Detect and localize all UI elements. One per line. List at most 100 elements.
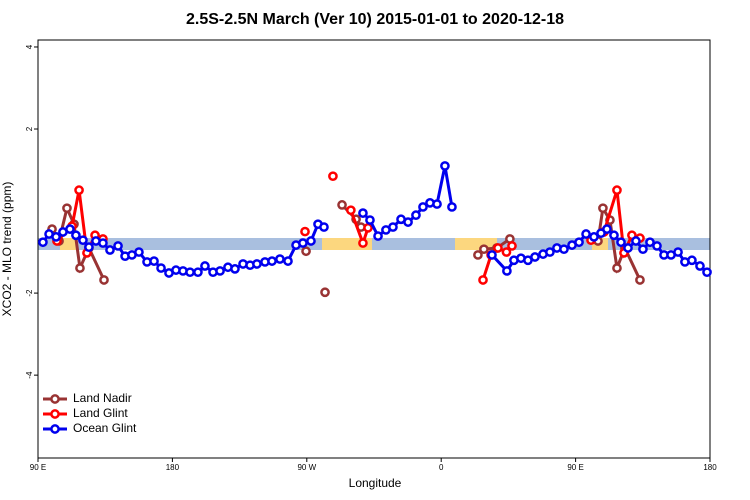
data-point xyxy=(581,229,591,239)
data-point xyxy=(411,210,421,221)
data-point xyxy=(652,241,662,251)
data-point xyxy=(609,230,619,241)
data-point xyxy=(200,261,210,271)
data-point xyxy=(298,238,308,248)
data-point xyxy=(545,247,555,257)
y-tick-label: -4 xyxy=(25,371,34,379)
data-point xyxy=(358,238,368,248)
data-point xyxy=(589,232,599,242)
data-point xyxy=(252,259,262,269)
data-point xyxy=(306,236,316,246)
legend-label: Land Nadir xyxy=(73,391,132,405)
data-point xyxy=(51,232,61,242)
y-axis-label: XCO2 - MLO trend (ppm) xyxy=(0,182,14,317)
data-point xyxy=(507,241,517,251)
data-point xyxy=(502,266,512,276)
data-point xyxy=(98,238,108,248)
legend-marker xyxy=(50,424,60,434)
data-point xyxy=(598,203,608,214)
x-axis-label: Longitude xyxy=(349,476,402,490)
data-point xyxy=(645,237,655,248)
data-point xyxy=(559,244,569,255)
data-point xyxy=(99,275,109,285)
data-point xyxy=(365,215,375,225)
data-point xyxy=(487,250,497,260)
data-point xyxy=(478,275,488,285)
data-point xyxy=(185,267,195,278)
ocean-band xyxy=(38,238,710,250)
data-point xyxy=(440,161,450,171)
data-point xyxy=(230,264,240,274)
data-point xyxy=(75,263,85,273)
data-point xyxy=(105,245,115,255)
data-point xyxy=(363,223,373,233)
data-point xyxy=(346,205,356,216)
data-point xyxy=(267,256,277,266)
data-point xyxy=(574,237,584,248)
plot-frame xyxy=(37,39,711,459)
legend-marker xyxy=(50,409,60,419)
data-point xyxy=(78,235,88,246)
data-point xyxy=(612,263,622,273)
data-point xyxy=(74,185,84,195)
legend-label: Land Glint xyxy=(73,406,128,420)
data-point xyxy=(275,254,285,264)
data-point xyxy=(149,256,159,266)
data-point xyxy=(418,202,428,212)
data-point xyxy=(602,224,612,234)
data-point xyxy=(695,261,705,271)
data-point xyxy=(38,237,48,248)
data-point xyxy=(215,266,225,276)
x-tick-label: 90 E xyxy=(30,463,46,472)
data-point xyxy=(403,217,413,227)
data-point xyxy=(612,185,622,195)
data-point xyxy=(635,275,645,285)
data-point xyxy=(702,267,712,278)
data-point xyxy=(328,171,338,182)
y-tick-label: -2 xyxy=(25,289,34,297)
data-point xyxy=(358,208,368,218)
surface-band xyxy=(38,238,710,250)
chart-title: 2.5S-2.5N March (Ver 10) 2015-01-01 to 2… xyxy=(186,11,564,28)
data-point xyxy=(319,222,329,232)
data-point xyxy=(320,287,330,298)
data-point xyxy=(479,244,489,255)
data-point xyxy=(687,255,697,266)
land-band xyxy=(60,238,76,250)
x-tick-label: 180 xyxy=(166,463,180,472)
data-point xyxy=(283,256,293,266)
data-point xyxy=(62,203,72,214)
data-point xyxy=(432,199,442,209)
data-point xyxy=(631,236,641,246)
data-point xyxy=(616,237,626,248)
data-point xyxy=(493,243,503,253)
x-tick-label: 180 xyxy=(703,463,717,472)
data-point xyxy=(156,263,166,273)
legend-label: Ocean Glint xyxy=(73,421,137,435)
data-point xyxy=(673,247,683,257)
data-point xyxy=(530,252,540,262)
data-point xyxy=(638,244,648,255)
data-point xyxy=(373,231,383,241)
data-point xyxy=(113,241,123,251)
data-point xyxy=(447,202,457,212)
data-point xyxy=(388,222,398,232)
x-tick-label: 90 E xyxy=(567,463,583,472)
x-tick-label: 0 xyxy=(439,463,444,472)
data-point xyxy=(301,246,311,257)
data-point xyxy=(134,247,144,257)
data-point xyxy=(300,226,310,237)
x-tick-label: 90 W xyxy=(297,463,316,472)
data-point xyxy=(623,243,633,253)
y-tick-label: 2 xyxy=(25,126,34,131)
data-point xyxy=(84,242,94,253)
data-point xyxy=(65,224,75,234)
y-tick-label: 4 xyxy=(25,44,34,49)
data-point xyxy=(71,230,81,241)
data-point xyxy=(193,267,203,278)
data-point xyxy=(501,247,512,257)
legend-marker xyxy=(50,394,60,404)
data-point xyxy=(473,250,483,260)
data-point xyxy=(337,200,347,210)
